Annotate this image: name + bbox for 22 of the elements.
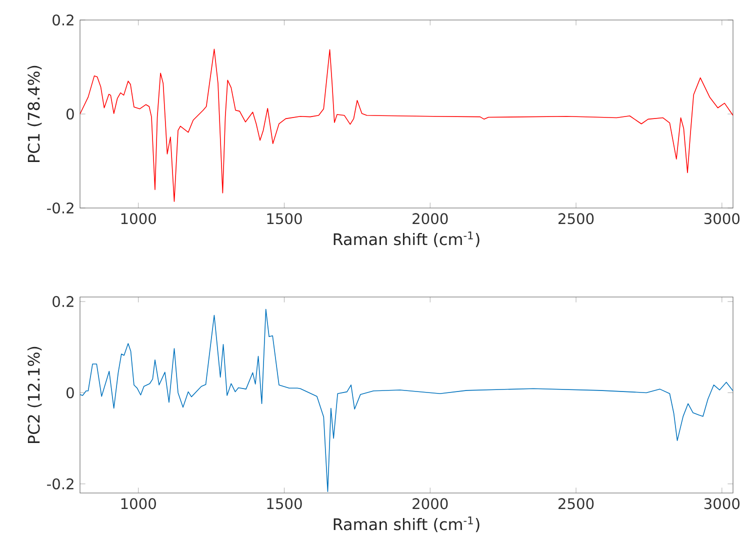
y-axis-title: PC1 (78.4%) — [27, 66, 42, 162]
x-tick-label: 2500 — [558, 498, 594, 510]
y-tick-label: -0.2 — [47, 478, 74, 490]
x-tick-label: 1500 — [267, 213, 302, 224]
x-tick-label: 2000 — [412, 213, 448, 224]
x-tick-label: 1000 — [121, 498, 156, 510]
y-axis-title: PC2 (12.1%) — [27, 346, 42, 443]
x-tick-label: 2000 — [412, 498, 448, 510]
x-tick-label: 1500 — [267, 498, 302, 510]
x-tick-label: 2500 — [558, 213, 594, 224]
line-series — [80, 48, 734, 202]
y-tick-label: -0.2 — [47, 202, 74, 214]
y-tick-label: 0 — [66, 108, 74, 120]
x-tick-label: 3000 — [704, 498, 740, 510]
y-tick-label: 0.2 — [52, 296, 74, 308]
x-tick-label: 3000 — [704, 213, 740, 224]
x-tick-label: 1000 — [121, 213, 156, 224]
y-tick-label: 0.2 — [52, 14, 74, 26]
y-tick-label: 0 — [66, 387, 74, 398]
line-series — [80, 308, 734, 492]
x-axis-title: Raman shift (cm$^{-1}$) — [334, 232, 480, 248]
x-axis-title: Raman shift (cm$^{-1}$) — [334, 516, 480, 532]
